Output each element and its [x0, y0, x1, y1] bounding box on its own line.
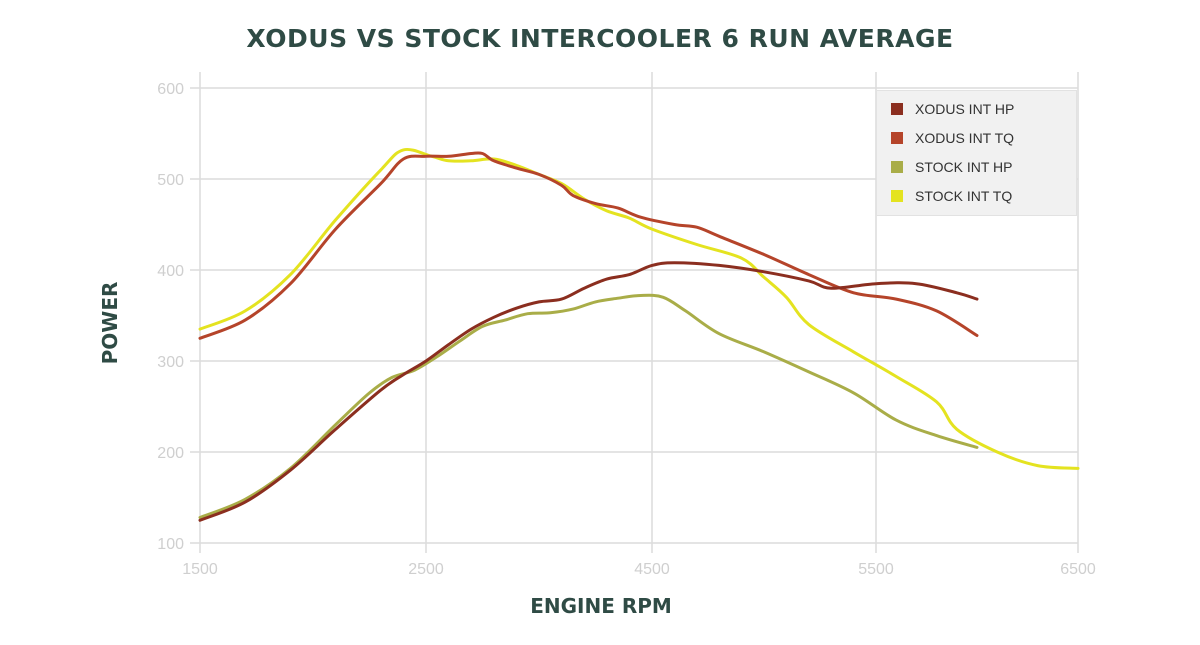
x-tick-label: 1500: [182, 561, 218, 578]
legend-swatch: [891, 190, 903, 202]
y-axis-label: POWER: [98, 282, 122, 365]
legend: XODUS INT HP XODUS INT TQ STOCK INT HP STOC…: [876, 90, 1077, 216]
series-line-xodus-int-hp: [198, 261, 979, 522]
series-line-stock-int-tq: [198, 147, 1080, 470]
legend-swatch: [891, 132, 903, 144]
legend-label: STOCK INT HP: [915, 159, 1013, 175]
y-tick-label: 300: [157, 354, 184, 371]
chart-title: XODUS VS STOCK INTERCOOLER 6 RUN AVERAGE: [246, 24, 954, 53]
x-tick-label: 2500: [408, 561, 444, 578]
y-tick-label: 500: [157, 172, 184, 189]
legend-item: XODUS INT HP: [891, 99, 1014, 119]
x-tick-label: 4500: [634, 561, 670, 578]
legend-label: STOCK INT TQ: [915, 188, 1013, 204]
y-tick-label: 400: [157, 263, 184, 280]
series-line-stock-int-hp: [198, 293, 979, 519]
legend-item: XODUS INT TQ: [891, 128, 1014, 148]
tick-labels: 100 200 300 400 500 600 1500 2500 4500 5500 6500: [157, 81, 1096, 578]
series-lines: [198, 147, 1080, 522]
legend-swatch: [891, 161, 903, 173]
legend-item: STOCK INT TQ: [891, 186, 1012, 206]
grid: [190, 72, 1079, 553]
x-axis-label: ENGINE RPM: [530, 594, 672, 618]
y-tick-label: 600: [157, 81, 184, 98]
series-line-xodus-int-tq: [198, 151, 979, 340]
y-tick-label: 200: [157, 445, 184, 462]
legend-swatch: [891, 103, 903, 115]
legend-label: XODUS INT HP: [915, 101, 1015, 117]
x-tick-label: 5500: [858, 561, 894, 578]
legend-label: XODUS INT TQ: [915, 130, 1015, 146]
x-tick-label: 6500: [1060, 561, 1096, 578]
y-tick-label: 100: [157, 536, 184, 553]
legend-item: STOCK INT HP: [891, 157, 1013, 177]
